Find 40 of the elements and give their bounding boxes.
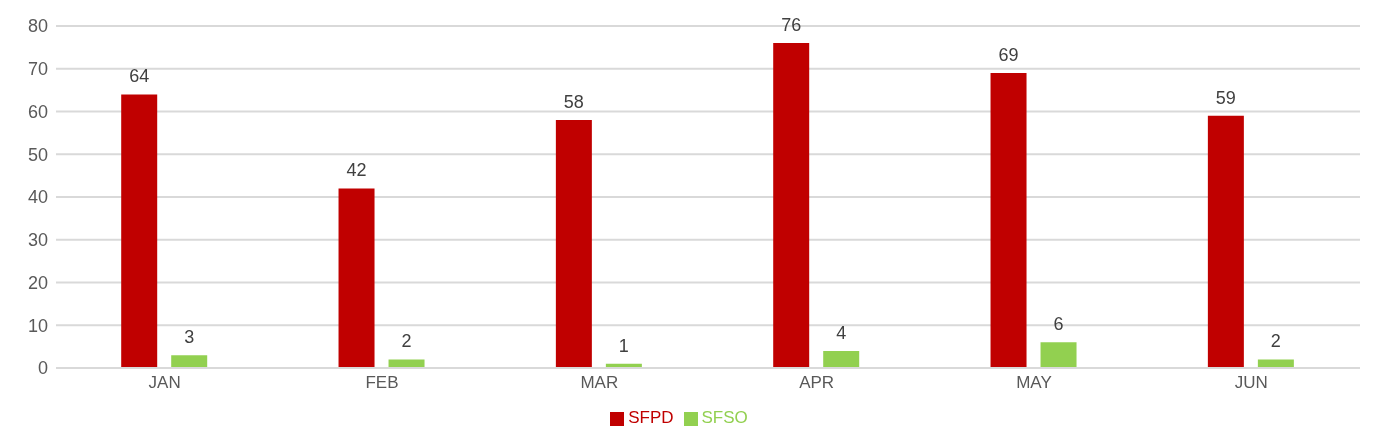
bar: [1207, 115, 1244, 368]
data-label: 2: [1270, 331, 1281, 352]
bar: [990, 73, 1027, 368]
data-label: 1: [618, 335, 629, 356]
data-label: 76: [781, 15, 802, 36]
bar: [121, 94, 158, 368]
data-label: 2: [401, 331, 412, 352]
y-tick-label: 70: [27, 59, 48, 80]
legend-label: SFPD: [628, 408, 674, 427]
bar: [1257, 359, 1294, 368]
bar: [388, 359, 425, 368]
data-label: 64: [129, 66, 150, 87]
bar: [773, 43, 810, 368]
y-tick-label: 50: [27, 144, 48, 165]
bar: [171, 355, 208, 368]
y-tick-label: 40: [27, 187, 48, 208]
x-tick-label: APR: [799, 373, 835, 393]
bar: [1040, 342, 1077, 368]
data-label: 6: [1053, 314, 1064, 335]
x-tick-label: JAN: [148, 373, 181, 393]
y-tick-label: 20: [27, 272, 48, 293]
data-label: 59: [1215, 87, 1236, 108]
bar: [555, 120, 592, 368]
data-label: 58: [563, 92, 584, 113]
y-tick-label: 10: [27, 315, 48, 336]
legend-label: SFSO: [701, 408, 748, 427]
y-tick-label: 80: [27, 16, 48, 37]
data-label: 42: [346, 160, 367, 181]
y-tick-label: 0: [37, 358, 48, 379]
data-label: 3: [184, 327, 195, 348]
bar: [823, 350, 860, 368]
x-tick-label: MAR: [580, 373, 619, 393]
x-tick-label: JUN: [1234, 373, 1268, 393]
bar: [338, 188, 375, 368]
x-tick-label: FEB: [365, 373, 399, 393]
data-label: 4: [836, 322, 847, 343]
y-tick-label: 30: [27, 230, 48, 251]
data-label: 69: [998, 45, 1019, 66]
x-tick-label: MAY: [1016, 373, 1052, 393]
y-tick-label: 60: [27, 101, 48, 122]
